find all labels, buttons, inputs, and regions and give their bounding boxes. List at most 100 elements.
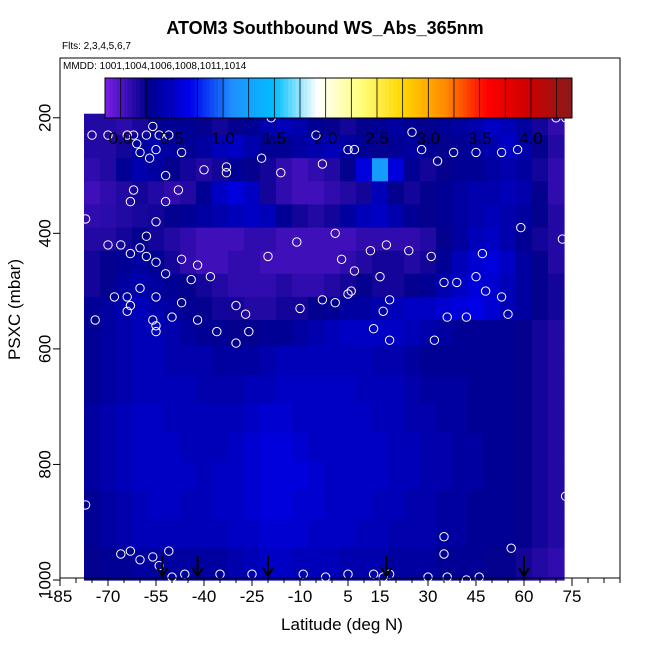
- heatmap-cell: [468, 204, 485, 229]
- heatmap-cell: [324, 250, 341, 275]
- heatmap-cell: [292, 296, 309, 321]
- heatmap-cell: [212, 273, 229, 298]
- observation-point: [103, 130, 113, 140]
- heatmap-cell: [100, 181, 117, 205]
- heatmap-cell: [372, 346, 389, 376]
- observation-point: [160, 269, 171, 279]
- x-tick-label: 60: [515, 587, 534, 606]
- colorbar-segment: [342, 78, 347, 118]
- heatmap-cell: [516, 250, 533, 275]
- heatmap-cell: [356, 320, 373, 347]
- heatmap-cell: [484, 296, 501, 321]
- observation-point: [141, 130, 152, 140]
- heatmap-cell: [180, 320, 197, 347]
- colorbar-segment: [182, 78, 188, 118]
- observation-point: [378, 572, 388, 582]
- heatmap-cell: [116, 490, 133, 520]
- heatmap-cell: [548, 548, 565, 581]
- heatmap-cell: [548, 181, 565, 205]
- heatmap-cell: [132, 346, 149, 376]
- colorbar-segment: [198, 78, 203, 118]
- heatmap-cell: [180, 227, 197, 252]
- heatmap-cell: [148, 346, 165, 376]
- heatmap-cell: [84, 296, 101, 321]
- heatmap-cell: [436, 374, 453, 405]
- heatmap-cell: [372, 519, 389, 549]
- observation-point: [516, 222, 526, 233]
- heatmap-cell: [404, 204, 421, 229]
- colorbar-tick-label: 3.5: [468, 129, 492, 148]
- heatmap-cell: [308, 346, 325, 376]
- heatmap-cell: [228, 432, 245, 463]
- heatmap-cell: [372, 374, 389, 405]
- heatmap-cell: [468, 227, 485, 252]
- heatmap-cell: [372, 461, 389, 492]
- heatmap-cell: [196, 296, 213, 321]
- heatmap-cell: [356, 403, 373, 434]
- heatmap-cell: [132, 250, 149, 275]
- x-tick-label: 75: [563, 587, 582, 606]
- heatmap-cell: [84, 519, 101, 549]
- heatmap-cell: [212, 181, 229, 205]
- heatmap-cell: [324, 461, 341, 492]
- heatmap-cell: [228, 181, 245, 205]
- heatmap-cell: [180, 490, 197, 520]
- heatmap-cell: [228, 135, 245, 159]
- observation-point: [439, 549, 449, 559]
- colorbar-segment: [175, 78, 180, 118]
- heatmap-cell: [500, 273, 517, 298]
- colorbar-segment: [361, 78, 367, 118]
- heatmap-cell: [372, 320, 389, 347]
- heatmap-cell: [436, 519, 453, 549]
- heatmap-cell: [308, 320, 325, 347]
- colorbar-segment: [112, 78, 118, 118]
- heatmap-cell: [100, 320, 117, 347]
- colorbar-segment: [229, 78, 234, 118]
- heatmap-cell: [516, 296, 533, 321]
- heatmap-cell: [228, 113, 245, 136]
- heatmap-cell: [100, 548, 117, 581]
- observation-point: [477, 248, 488, 259]
- heatmap-cell: [548, 461, 565, 492]
- observation-point: [512, 144, 523, 155]
- heatmap-cell: [484, 346, 501, 376]
- observation-point: [429, 335, 440, 345]
- heatmap-cell: [500, 204, 517, 229]
- heatmap-cell: [388, 296, 405, 321]
- heatmap-cell: [532, 296, 549, 321]
- observation-point: [160, 170, 171, 181]
- heatmap-cell: [196, 250, 213, 275]
- observation-point: [375, 272, 385, 282]
- heatmap-cell: [308, 250, 325, 275]
- x-tick-label: -55: [144, 587, 169, 606]
- colorbar-segment: [525, 78, 530, 118]
- heatmap-cell: [132, 432, 149, 463]
- heatmap-cell: [548, 320, 565, 347]
- heatmap-cell: [132, 296, 149, 321]
- heatmap-cell: [196, 320, 213, 347]
- flight-arrow-head: [156, 567, 169, 578]
- heatmap-cell: [100, 346, 117, 376]
- heatmap-cell: [404, 158, 421, 182]
- heatmap-cell: [484, 204, 501, 229]
- heatmap-cell: [516, 346, 533, 376]
- heatmap-cell: [324, 403, 341, 434]
- heatmap-cell: [452, 135, 469, 159]
- observation-point: [125, 546, 136, 556]
- heatmap-cell: [276, 320, 293, 347]
- heatmap-cell: [132, 461, 149, 492]
- heatmap-cell: [308, 519, 325, 549]
- heatmap-cell: [356, 250, 373, 275]
- heatmap-cell: [292, 181, 309, 205]
- heatmap-cell: [84, 181, 101, 205]
- x-tick-label: -40: [192, 587, 217, 606]
- colorbar-segment: [568, 78, 573, 118]
- heatmap-cell: [452, 296, 469, 321]
- heatmap-cell: [308, 461, 325, 492]
- heatmap-cell: [404, 273, 421, 298]
- heatmap-cell: [132, 158, 149, 182]
- heatmap-cell: [420, 320, 437, 347]
- heatmap-cell: [84, 250, 101, 275]
- heatmap-cell: [148, 374, 165, 405]
